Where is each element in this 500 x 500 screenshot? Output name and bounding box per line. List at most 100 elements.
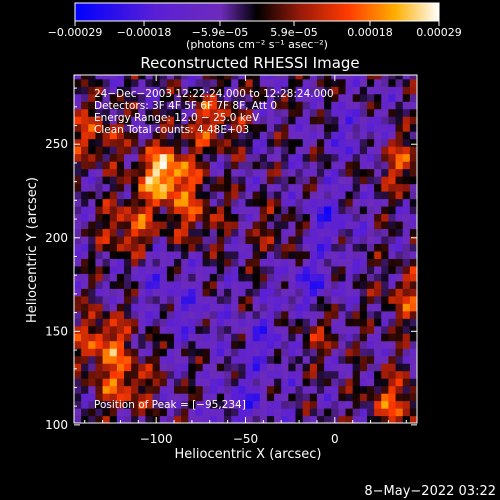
heatmap-cell [102, 348, 111, 357]
heatmap-cell [152, 273, 161, 282]
heatmap-cell [159, 370, 168, 379]
heatmap-cell [331, 333, 339, 342]
heatmap-cell [188, 393, 197, 402]
heatmap-cell [402, 220, 411, 230]
heatmap-cell [116, 333, 125, 342]
heatmap-cell [259, 340, 268, 349]
heatmap-cell [316, 183, 325, 192]
heatmap-cell [302, 168, 311, 177]
heatmap-cell [181, 153, 189, 162]
heatmap-cell [102, 220, 111, 230]
heatmap-cell [102, 325, 111, 334]
heatmap-cell [374, 108, 382, 117]
heatmap-cell [388, 250, 397, 259]
heatmap-cell [302, 310, 311, 319]
heatmap-cell [131, 370, 139, 379]
heatmap-cell [81, 101, 89, 110]
heatmap-cell [366, 191, 375, 200]
heatmap-cell [316, 378, 325, 387]
heatmap-cell [116, 93, 125, 102]
heatmap-cell [266, 168, 275, 177]
heatmap-cell [88, 101, 97, 110]
heatmap-cell [224, 220, 232, 230]
heatmap-cell [331, 213, 339, 222]
heatmap-cell [145, 161, 154, 170]
heatmap-cell [288, 108, 297, 117]
heatmap-cell [195, 258, 204, 267]
heatmap-cell [74, 310, 82, 319]
heatmap-cell [138, 198, 147, 207]
heatmap-cell [295, 235, 304, 244]
observation-info: 24−Dec−2003 12:22:24.000 to 12:28:24.000… [94, 88, 334, 411]
heatmap-cell [88, 303, 97, 312]
heatmap-cell [309, 355, 318, 364]
heatmap-cell [81, 363, 89, 372]
heatmap-cell [102, 123, 111, 132]
heatmap-cell [116, 101, 125, 110]
heatmap-cell [374, 205, 382, 215]
heatmap-cell [159, 86, 168, 95]
heatmap-cell [352, 318, 361, 327]
heatmap-cell [116, 273, 125, 282]
heatmap-cell [409, 213, 417, 222]
heatmap-cell [366, 258, 375, 267]
heatmap-cell [338, 108, 347, 117]
heatmap-cell [195, 146, 204, 155]
heatmap-cell [102, 93, 111, 102]
heatmap-cell [331, 205, 339, 215]
heatmap-cell [124, 220, 132, 230]
heatmap-cell [259, 378, 268, 387]
heatmap-cell [288, 273, 297, 282]
heatmap-cell [138, 153, 147, 162]
heatmap-cell [359, 310, 368, 319]
heatmap-cell [231, 235, 239, 244]
heatmap-cell [288, 220, 297, 230]
heatmap-cell [81, 205, 89, 215]
heatmap-cell [266, 198, 275, 207]
heatmap-cell [266, 348, 275, 357]
heatmap-cell [102, 138, 111, 147]
heatmap-cell [331, 318, 339, 327]
heatmap-cell [81, 93, 89, 102]
heatmap-cell [81, 333, 89, 342]
heatmap-cell [88, 228, 97, 237]
heatmap-cell [309, 408, 318, 417]
heatmap-cell [302, 250, 311, 259]
heatmap-cell [174, 101, 182, 110]
heatmap-cell [338, 176, 347, 185]
heatmap-cell [131, 310, 139, 319]
heatmap-cell [374, 228, 382, 237]
heatmap-cell [345, 146, 354, 155]
heatmap-cell [124, 325, 132, 334]
heatmap-cell [124, 213, 132, 222]
heatmap-cell [224, 161, 232, 170]
heatmap-cell [181, 400, 189, 409]
heatmap-cell [88, 385, 97, 394]
heatmap-cell [231, 355, 239, 364]
heatmap-cell [181, 243, 189, 252]
heatmap-cell [116, 138, 125, 147]
heatmap-cell [74, 258, 82, 267]
heatmap-cell [102, 228, 111, 237]
heatmap-cell [145, 168, 154, 177]
heatmap-cell [324, 198, 332, 207]
heatmap-cell [181, 213, 189, 222]
heatmap-cell [381, 378, 390, 387]
heatmap-cell [331, 78, 339, 87]
heatmap-cell [259, 183, 268, 192]
heatmap-cell [359, 213, 368, 222]
heatmap-cell [395, 348, 404, 357]
heatmap-cell [131, 265, 139, 274]
heatmap-cell [116, 220, 125, 230]
heatmap-cell [245, 415, 254, 423]
heatmap-cell [224, 288, 232, 297]
heatmap-cell [381, 258, 390, 267]
heatmap-cell [188, 191, 197, 200]
heatmap-cell [209, 183, 218, 192]
heatmap-cell [388, 176, 397, 185]
heatmap-cell [238, 355, 247, 364]
heatmap-cell [245, 220, 254, 230]
heatmap-cell [274, 348, 282, 357]
heatmap-cell [102, 131, 111, 140]
heatmap-cell [245, 333, 254, 342]
